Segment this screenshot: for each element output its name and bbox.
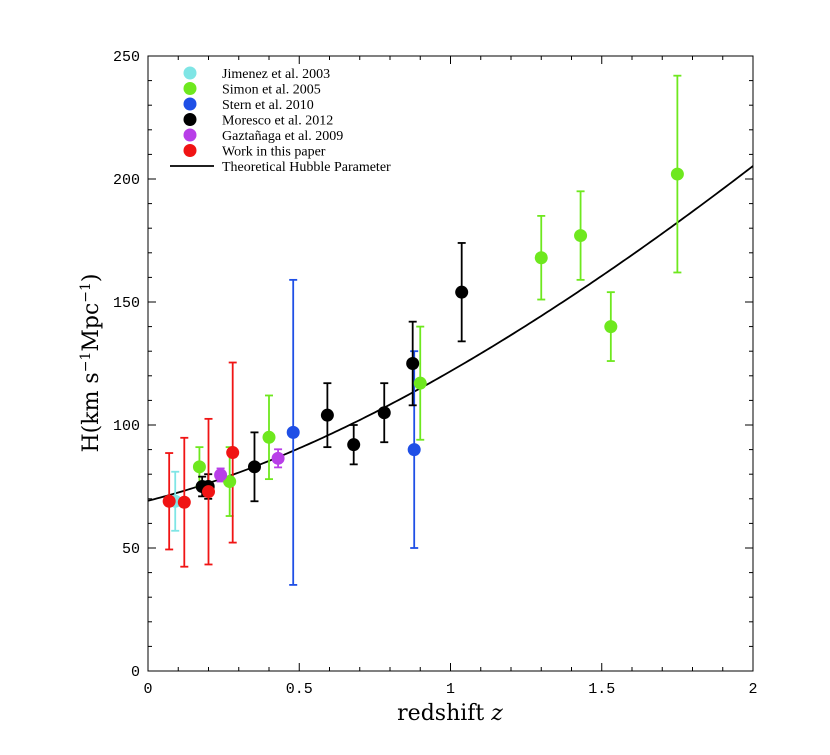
data-point (223, 475, 237, 489)
data-point (202, 485, 215, 499)
data-points-group (162, 167, 684, 509)
y-axis-ticks: 0 50 100 150 200 250 (113, 49, 753, 681)
legend-label: Moresco et al. 2012 (222, 114, 333, 129)
legend-label: Gaztañaga et al. 2009 (222, 129, 343, 144)
data-point (226, 446, 240, 460)
legend-marker (183, 144, 197, 157)
data-point (407, 443, 421, 457)
x-tick-label: 2 (748, 681, 757, 698)
y-tick-label: 100 (113, 418, 140, 435)
data-point (413, 376, 427, 390)
legend-label: Theoretical Hubble Parameter (222, 160, 391, 175)
legend-label: Jimenez et al. 2003 (222, 67, 330, 82)
data-point (347, 438, 361, 452)
x-tick-label: 1 (446, 681, 455, 698)
data-point (286, 425, 300, 439)
data-point (262, 430, 276, 444)
x-axis-title: redshift z (397, 701, 503, 726)
data-point (192, 460, 206, 474)
data-point (162, 494, 176, 508)
data-point (214, 468, 228, 482)
x-tick-label: 0 (143, 681, 152, 698)
legend-marker (183, 97, 197, 111)
legend-label: Work in this paper (222, 145, 326, 160)
data-point (177, 495, 191, 509)
y-tick-label: 250 (113, 49, 140, 66)
y-tick-label: 200 (113, 172, 140, 189)
y-tick-label: 150 (113, 295, 140, 312)
data-point (271, 451, 285, 465)
y-tick-label: 50 (122, 541, 140, 558)
x-tick-label: 0.5 (286, 681, 313, 698)
data-point (455, 285, 469, 299)
plot-frame (147, 55, 754, 672)
legend-marker (183, 82, 197, 95)
x-tick-label: 1.5 (588, 681, 615, 698)
legend-marker (183, 113, 197, 126)
legend-marker (183, 66, 197, 80)
data-point (320, 408, 334, 422)
x-axis-ticks: 0 0.5 1 1.5 2 (143, 56, 758, 698)
data-point (247, 460, 261, 474)
y-axis-title: H(km s−1Mpc−1) (78, 273, 104, 452)
legend-label: Simon et al. 2005 (222, 83, 321, 98)
data-point (534, 251, 548, 265)
legend-marker (183, 128, 197, 142)
data-point (604, 320, 618, 334)
data-point (574, 229, 588, 243)
y-tick-label: 0 (131, 664, 140, 681)
data-point (377, 406, 391, 420)
legend-label: Stern et al. 2010 (222, 98, 314, 113)
data-point (670, 167, 684, 181)
data-point (406, 357, 420, 370)
